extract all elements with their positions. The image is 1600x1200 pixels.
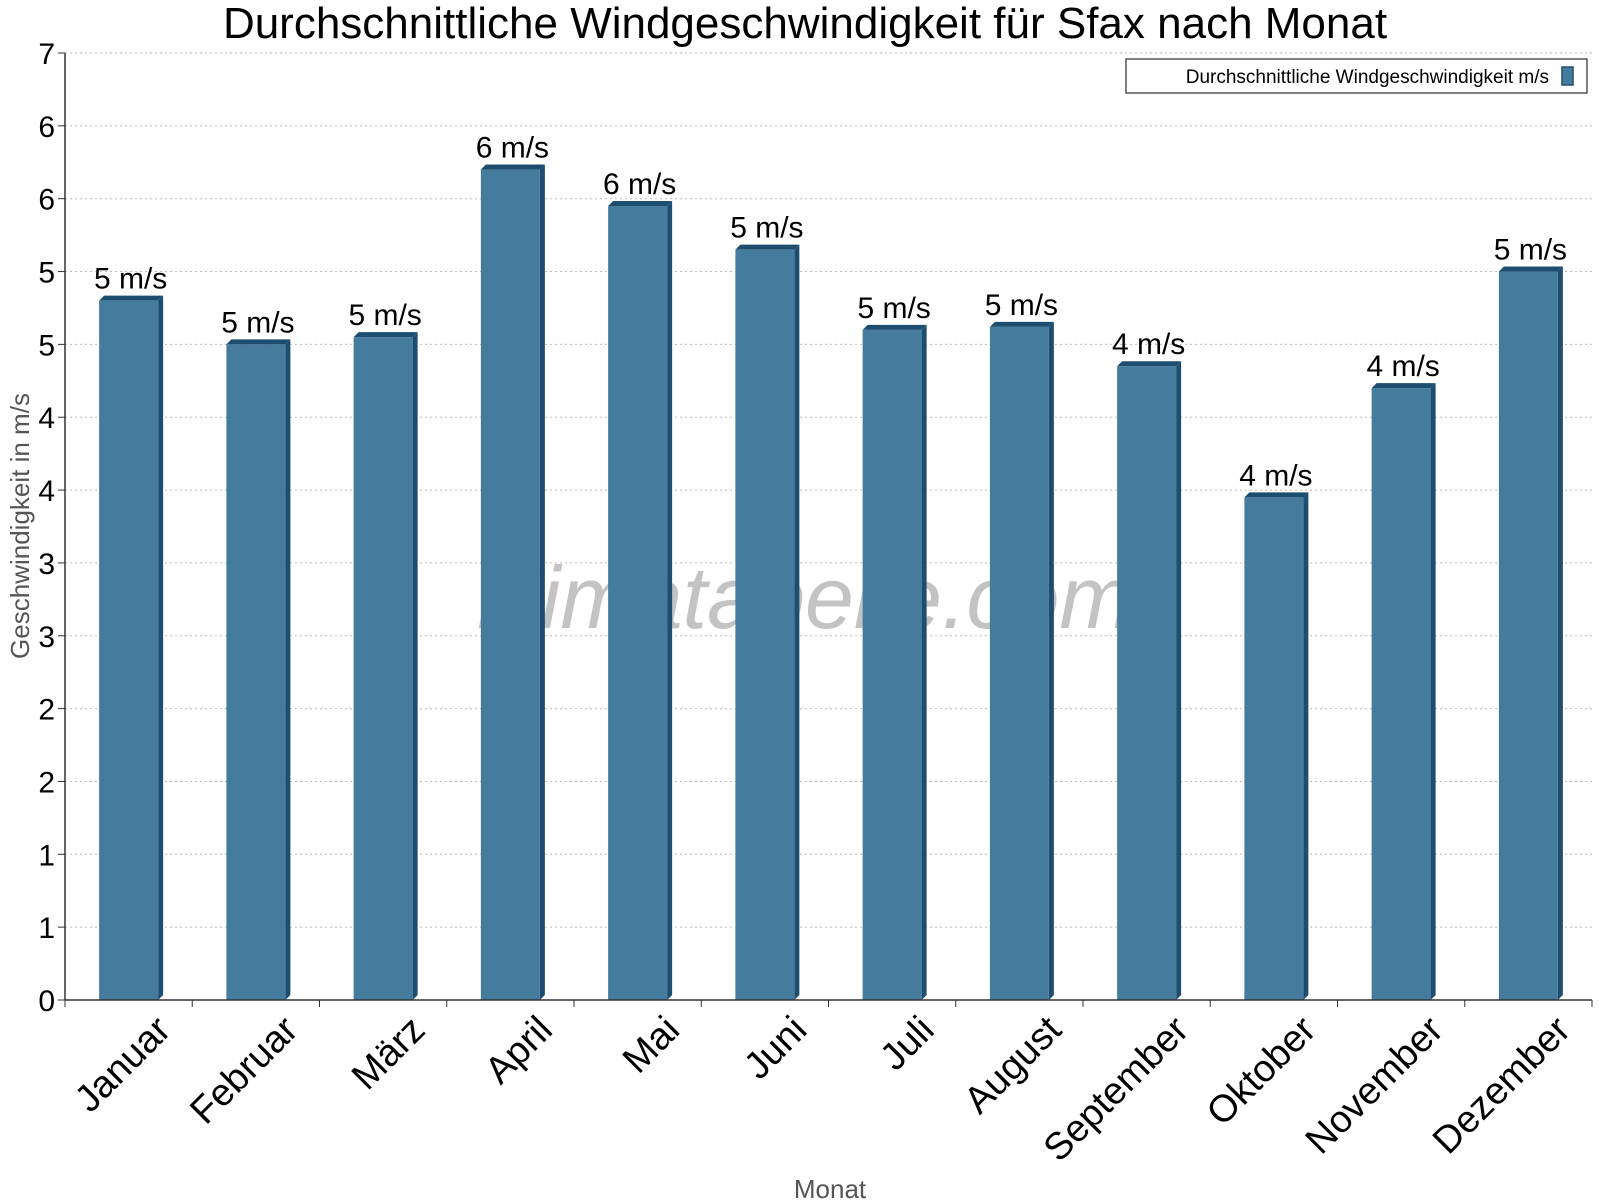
bar-side (412, 332, 418, 1001)
x-tick-label: Dezember (1425, 1008, 1579, 1162)
x-tick-label: Oktober (1199, 1008, 1325, 1134)
bar-mai: 6 m/s (603, 168, 676, 1000)
data-label: 6 m/s (476, 132, 549, 165)
bar-januar: 5 m/s (94, 263, 167, 1001)
x-tick-label: April (477, 1009, 560, 1092)
bar-märz: 5 m/s (348, 299, 422, 1001)
data-label: 5 m/s (221, 306, 294, 339)
bar-side (921, 324, 927, 1000)
bar-juni: 5 m/s (730, 212, 804, 1000)
data-label: 5 m/s (730, 212, 803, 245)
bar-top (862, 324, 927, 330)
legend-entry-label: Durchschnittliche Windgeschwindigkeit m/… (1186, 67, 1549, 88)
bar-front (353, 337, 413, 1001)
data-label: 4 m/s (1239, 459, 1312, 492)
data-label: 5 m/s (985, 289, 1058, 322)
data-label: 5 m/s (94, 263, 167, 296)
y-tick-label: 5 (38, 257, 55, 290)
bar-front (1498, 271, 1558, 1000)
x-tick-label: Mai (615, 1009, 688, 1082)
bar-top (989, 321, 1054, 327)
legend-box (1125, 58, 1588, 94)
x-tick-label: November (1298, 1008, 1452, 1162)
bar-front (1244, 497, 1304, 1000)
bar-front (608, 205, 668, 1000)
y-tick-label: 7 (38, 38, 55, 71)
y-tick-label: 1 (38, 912, 55, 945)
y-tick-labels: 0 1 1 2 2 3 3 4 4 5 5 6 6 7 (38, 38, 65, 1018)
x-tick-label: Juni (736, 1009, 815, 1088)
y-tick-label: 3 (38, 621, 55, 654)
bar-front (989, 326, 1049, 1000)
bar-august: 5 m/s (985, 289, 1058, 1000)
y-tick-label: 0 (38, 985, 55, 1018)
bar-top (1244, 492, 1309, 498)
bar-front (735, 249, 795, 1000)
y-tick-label: 6 (38, 184, 55, 217)
bar-side (1557, 266, 1563, 1000)
bar-front (99, 300, 159, 1001)
bar-top (608, 200, 673, 206)
x-tick-label: Juli (872, 1009, 942, 1079)
y-tick-label: 3 (38, 548, 55, 581)
bar-side (1303, 492, 1309, 1000)
x-axis-label: Monat (794, 1174, 867, 1200)
y-tick-label: 4 (38, 475, 55, 508)
bar-side (1048, 321, 1054, 1000)
bar-februar: 5 m/s (221, 306, 295, 1000)
x-tick-label: Januar (67, 1008, 179, 1120)
bar-front (862, 329, 922, 1000)
y-tick-label: 2 (38, 766, 55, 799)
data-label: 4 m/s (1112, 328, 1185, 361)
bar-top (1371, 383, 1436, 389)
data-label: 5 m/s (1494, 234, 1567, 267)
legend: Durchschnittliche Windgeschwindigkeit m/… (1125, 58, 1588, 94)
chart-title: Durchschnittliche Windgeschwindigkeit fü… (223, 0, 1387, 48)
x-tick-labels: Januar Februar März April Mai Juni Juli AugustS… (64, 1000, 1593, 1170)
bar-side (539, 164, 545, 1001)
bar-front (480, 169, 540, 1001)
x-tick-label: März (344, 1009, 433, 1098)
bar-side (285, 339, 291, 1000)
bar-top (480, 164, 545, 170)
bar-front (226, 344, 286, 1000)
bar-side (794, 244, 800, 1000)
legend-swatch (1561, 66, 1574, 86)
bar-top (1498, 266, 1563, 272)
bar-juli: 5 m/s (857, 292, 931, 1000)
bar-top (1117, 361, 1182, 367)
bar-side (667, 200, 673, 1000)
bar-dezember: 5 m/s (1494, 234, 1567, 1000)
bar-front (1371, 388, 1431, 1001)
data-label: 5 m/s (857, 292, 930, 325)
y-axis-label: Geschwindigkeit in m/s (5, 393, 35, 659)
bar-september: 4 m/s (1112, 328, 1185, 1000)
data-label: 6 m/s (603, 168, 676, 201)
data-label: 4 m/s (1366, 350, 1439, 383)
bar-side (158, 295, 164, 1001)
bar-november: 4 m/s (1366, 350, 1440, 1001)
bar-top (226, 339, 291, 345)
y-tick-label: 4 (38, 402, 55, 435)
x-tick-label: Februar (182, 1008, 306, 1132)
bar-top (99, 295, 164, 301)
bar-oktober: 4 m/s (1239, 459, 1313, 1000)
bar-top (353, 332, 418, 338)
bar-front (1117, 366, 1177, 1000)
y-tick-label: 5 (38, 329, 55, 362)
bar-series: 5 m/s 5 m/s 5 m/s 6 m/s 6 m/s 5 m/s 5 m/s 5 m/s… (94, 132, 1567, 1001)
y-tick-label: 1 (38, 839, 55, 872)
bar-side (1176, 361, 1182, 1000)
y-tick-label: 2 (38, 694, 55, 727)
gridlines (65, 52, 1592, 928)
x-tick-label: August (956, 1008, 1070, 1122)
bar-side (1430, 383, 1436, 1001)
bar-top (735, 244, 800, 250)
axes (64, 53, 1592, 1001)
bar-april: 6 m/s (476, 132, 549, 1001)
data-label: 5 m/s (348, 299, 421, 332)
y-tick-label: 6 (38, 111, 55, 144)
